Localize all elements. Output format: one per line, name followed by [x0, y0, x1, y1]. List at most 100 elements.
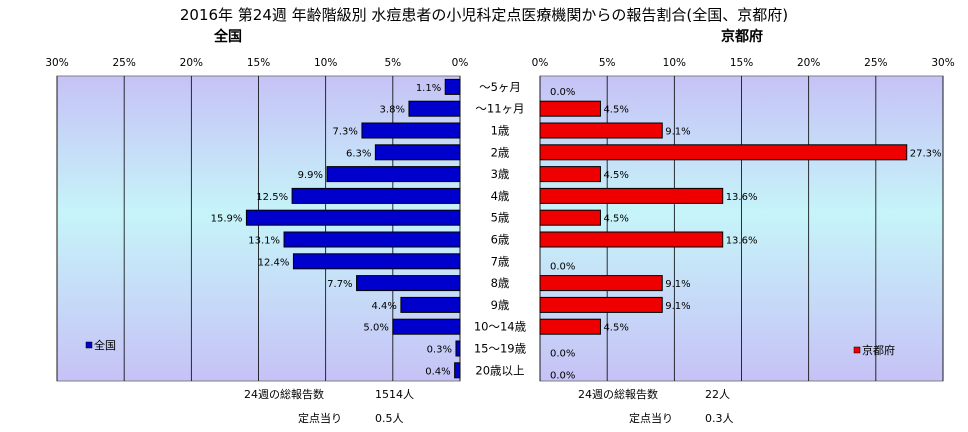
right-bar	[539, 122, 663, 139]
right-data-label: 4.5%	[603, 323, 628, 334]
category-label: 7歳	[491, 254, 510, 268]
right-bar	[539, 231, 724, 248]
left-data-label: 7.3%	[333, 127, 358, 138]
left-bar	[291, 187, 461, 204]
footer: 24週の総報告数 1514人 定点当り 0.5人 24週の総報告数 22人 定点…	[244, 387, 734, 425]
left-bar	[361, 122, 461, 139]
left-tick-label: 20%	[180, 57, 203, 69]
right-tick-label: 5%	[599, 57, 616, 69]
left-data-label: 0.3%	[427, 345, 452, 356]
category-label: 6歳	[491, 233, 510, 247]
right-legend: 京都府	[853, 343, 895, 357]
right-legend-swatch	[853, 346, 861, 354]
left-legend-label: 全国	[94, 338, 116, 352]
category-labels: ～5ヶ月 ～11ヶ月 1歳 2歳 3歳 4歳 5歳 6歳 7歳 8歳 9歳 10～14歳 15～19歳 2…	[474, 80, 527, 377]
right-bar	[539, 275, 663, 292]
left-data-label: 12.4%	[258, 257, 290, 268]
right-data-label: 13.6%	[726, 192, 758, 203]
left-data-label: 5.0%	[363, 323, 388, 334]
left-tick-label: 5%	[384, 57, 401, 69]
left-data-label: 3.8%	[380, 105, 405, 116]
category-label: ～11ヶ月	[475, 102, 524, 116]
left-data-label: 0.4%	[425, 366, 450, 377]
category-label: 8歳	[491, 276, 510, 290]
right-data-label: 0.0%	[550, 349, 575, 360]
left-tick-label: 10%	[314, 57, 337, 69]
left-bar	[408, 100, 461, 117]
left-data-label: 7.7%	[327, 279, 352, 290]
left-bar	[374, 144, 461, 161]
left-tick-label: 30%	[45, 57, 68, 69]
right-data-label: 9.1%	[665, 279, 690, 290]
category-label: 2歳	[491, 145, 510, 159]
category-label: 1歳	[491, 124, 510, 138]
right-tick-label: 25%	[864, 57, 887, 69]
left-data-label: 15.9%	[211, 214, 243, 225]
left-data-label: 12.5%	[256, 192, 288, 203]
right-tick-label: 15%	[730, 57, 753, 69]
right-subtitle: 京都府	[721, 28, 763, 45]
category-label: 10～14歳	[474, 320, 527, 334]
category-label: 3歳	[491, 167, 510, 181]
left-tick-label: 25%	[112, 57, 135, 69]
category-label: 5歳	[491, 211, 510, 225]
left-data-label: 6.3%	[346, 148, 371, 159]
left-data-label: 13.1%	[248, 236, 280, 247]
left-bar	[455, 340, 461, 357]
left-bar	[400, 296, 461, 313]
left-rate-label: 定点当り	[298, 411, 342, 425]
right-bar	[539, 100, 601, 117]
right-data-label: 9.1%	[665, 301, 690, 312]
left-bar	[326, 166, 461, 183]
left-legend: 全国	[85, 338, 116, 352]
right-data-label: 4.5%	[603, 170, 628, 181]
left-rate-value: 0.5人	[375, 412, 404, 425]
category-label: 4歳	[491, 189, 510, 203]
right-legend-label: 京都府	[862, 343, 895, 357]
right-bar	[539, 318, 601, 335]
category-label: 15～19歳	[474, 342, 527, 356]
left-tick-label: 15%	[247, 57, 270, 69]
right-data-label: 4.5%	[603, 105, 628, 116]
left-bar	[444, 78, 461, 95]
right-tick-label: 30%	[931, 57, 954, 69]
category-label: 20歳以上	[475, 363, 524, 377]
left-data-label: 9.9%	[298, 170, 323, 181]
left-bars: 1.1% 3.8% 7.3% 6.3% 9.9% 12.5% 15.9% 13.1% 12.4%…	[211, 78, 461, 379]
right-tick-label: 0%	[532, 57, 549, 69]
right-bar	[539, 209, 601, 226]
chart-title: 2016年 第24週 年齢階級別 水痘患者の小児科定点医療機関からの報告割合(全…	[180, 6, 788, 24]
right-tick-label: 20%	[797, 57, 820, 69]
right-rate-value: 0.3人	[705, 412, 734, 425]
left-bar	[245, 209, 461, 226]
right-bars: 0.0% 4.5% 9.1% 27.3% 4.5% 13.6% 4.5% 13.6% 0.0% 9…	[539, 87, 942, 381]
right-data-label: 27.3%	[910, 148, 942, 159]
left-data-label: 1.1%	[416, 83, 441, 94]
right-data-label: 0.0%	[550, 261, 575, 272]
left-total-value: 1514人	[375, 388, 414, 401]
right-bar	[539, 166, 601, 183]
right-axis-ticks: 0% 5% 10% 15% 20% 25% 30%	[532, 57, 955, 69]
left-tick-label: 0%	[452, 57, 469, 69]
left-total-label: 24週の総報告数	[244, 387, 324, 401]
left-legend-swatch	[85, 341, 93, 349]
right-data-label: 0.0%	[550, 87, 575, 98]
right-data-label: 9.1%	[665, 127, 690, 138]
left-data-label: 4.4%	[371, 301, 396, 312]
right-data-label: 4.5%	[603, 214, 628, 225]
left-bar	[292, 253, 461, 270]
left-bar	[356, 275, 461, 292]
right-total-label: 24週の総報告数	[578, 387, 658, 401]
left-subtitle: 全国	[213, 28, 242, 45]
left-bar	[283, 231, 461, 248]
category-label: 9歳	[491, 298, 510, 312]
left-bar	[392, 318, 461, 335]
right-bar	[539, 187, 724, 204]
right-rate-label: 定点当り	[629, 411, 673, 425]
right-data-label: 0.0%	[550, 370, 575, 381]
left-bar	[454, 362, 461, 379]
left-axis-ticks: 0% 5% 10% 15% 20% 25% 30%	[45, 57, 468, 69]
right-tick-label: 10%	[663, 57, 686, 69]
right-bar	[539, 296, 663, 313]
